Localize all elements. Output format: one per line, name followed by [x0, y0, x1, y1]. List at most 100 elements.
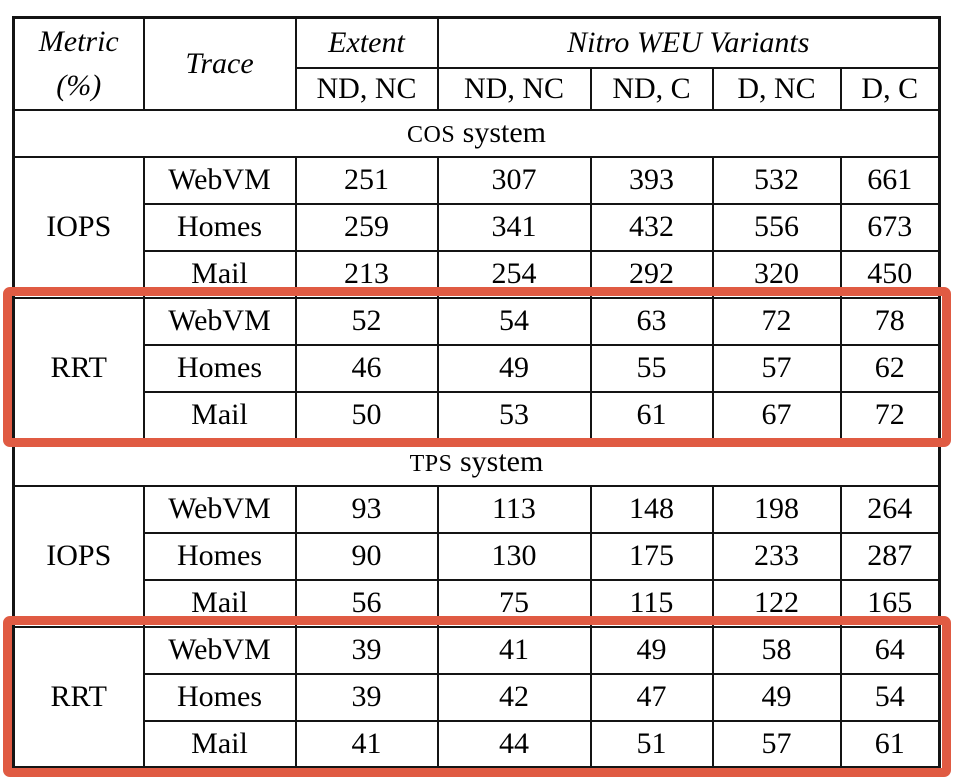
metric-unit: (%) — [56, 68, 102, 102]
table-row: Homes 46 49 55 57 62 — [14, 343, 941, 393]
trace-cell: Mail — [142, 578, 297, 628]
subcol-header-variant-0: ND, NC — [436, 66, 592, 111]
value-cell: 175 — [589, 531, 714, 581]
trace-cell: Mail — [142, 390, 297, 440]
value-cell: 393 — [589, 155, 714, 205]
value-cell: 673 — [839, 202, 941, 252]
value-cell: 532 — [711, 155, 842, 205]
table-row: Homes 259 341 432 556 673 — [14, 202, 941, 252]
value-cell: 115 — [589, 578, 714, 628]
value-cell: 41 — [294, 719, 439, 769]
trace-cell: Homes — [142, 672, 297, 722]
value-cell: 67 — [711, 390, 842, 440]
section-header-tps: TPS system — [12, 437, 941, 487]
subcol-header-extent: ND, NC — [294, 66, 439, 111]
results-table: Metric (%) Trace Extent Nitro WEU Varian… — [12, 16, 941, 769]
table-row: IOPS WebVM 93 113 148 198 264 — [12, 484, 941, 628]
table-row: RRT WebVM 39 41 49 58 64 — [12, 625, 941, 769]
table-row: Homes 39 42 47 49 54 — [14, 672, 941, 722]
value-cell: 233 — [711, 531, 842, 581]
trace-cell: WebVM — [142, 625, 297, 675]
trace-cell: WebVM — [142, 155, 297, 205]
value-cell: 72 — [711, 296, 842, 346]
metric-label: Metric — [38, 25, 119, 59]
value-cell: 93 — [294, 484, 439, 534]
trace-cell: Homes — [142, 531, 297, 581]
section-header-cos: COS system — [12, 108, 941, 158]
subcol-header-variant-2: D, NC — [711, 66, 842, 111]
metric-cell-tps-rrt: RRT — [12, 625, 145, 769]
table-row: IOPS WebVM 251 307 393 532 661 — [12, 155, 941, 299]
section-name-caps: COS — [406, 122, 456, 148]
value-cell: 53 — [436, 390, 592, 440]
col-header-metric: Metric (%) — [12, 16, 145, 111]
value-cell: 287 — [839, 531, 941, 581]
value-cell: 58 — [711, 625, 842, 675]
table-row: Mail 41 44 51 57 61 — [14, 719, 941, 769]
trace-cell: Homes — [142, 202, 297, 252]
value-cell: 57 — [711, 719, 842, 769]
value-cell: 44 — [436, 719, 592, 769]
section-name-rest: system — [452, 445, 544, 478]
section-name-caps: TPS — [409, 451, 453, 477]
value-cell: 259 — [294, 202, 439, 252]
value-cell: 49 — [711, 672, 842, 722]
value-cell: 122 — [711, 578, 842, 628]
value-cell: 251 — [294, 155, 439, 205]
value-cell: 39 — [294, 625, 439, 675]
col-header-variants: Nitro WEU Variants — [436, 16, 941, 69]
value-cell: 63 — [589, 296, 714, 346]
value-cell: 661 — [839, 155, 941, 205]
trace-cell: WebVM — [142, 296, 297, 346]
metric-cell-tps-iops: IOPS — [12, 484, 145, 628]
col-header-extent: Extent — [294, 16, 439, 69]
value-cell: 49 — [589, 625, 714, 675]
value-cell: 130 — [436, 531, 592, 581]
trace-cell: WebVM — [142, 484, 297, 534]
trace-cell: Mail — [142, 249, 297, 299]
value-cell: 254 — [436, 249, 592, 299]
value-cell: 54 — [839, 672, 941, 722]
value-cell: 264 — [839, 484, 941, 534]
value-cell: 57 — [711, 343, 842, 393]
value-cell: 54 — [436, 296, 592, 346]
value-cell: 90 — [294, 531, 439, 581]
trace-cell: Homes — [142, 343, 297, 393]
subcol-header-variant-1: ND, C — [589, 66, 714, 111]
value-cell: 62 — [839, 343, 941, 393]
value-cell: 432 — [589, 202, 714, 252]
table-row: Homes 90 130 175 233 287 — [14, 531, 941, 581]
value-cell: 55 — [589, 343, 714, 393]
value-cell: 64 — [839, 625, 941, 675]
value-cell: 341 — [436, 202, 592, 252]
value-cell: 50 — [294, 390, 439, 440]
value-cell: 75 — [436, 578, 592, 628]
section-name-rest: system — [455, 116, 547, 149]
value-cell: 72 — [839, 390, 941, 440]
table-row: RRT WebVM 52 54 63 72 78 — [12, 296, 941, 440]
value-cell: 42 — [436, 672, 592, 722]
subcol-header-variant-3: D, C — [839, 66, 941, 111]
value-cell: 148 — [589, 484, 714, 534]
value-cell: 292 — [589, 249, 714, 299]
trace-cell: Mail — [142, 719, 297, 769]
value-cell: 39 — [294, 672, 439, 722]
value-cell: 41 — [436, 625, 592, 675]
value-cell: 56 — [294, 578, 439, 628]
value-cell: 78 — [839, 296, 941, 346]
table-row: Mail 56 75 115 122 165 — [14, 578, 941, 628]
value-cell: 61 — [839, 719, 941, 769]
value-cell: 320 — [711, 249, 842, 299]
table-row: Mail 50 53 61 67 72 — [14, 390, 941, 440]
metric-cell-cos-iops: IOPS — [12, 155, 145, 299]
value-cell: 113 — [436, 484, 592, 534]
value-cell: 213 — [294, 249, 439, 299]
value-cell: 52 — [294, 296, 439, 346]
metric-cell-cos-rrt: RRT — [12, 296, 145, 440]
table-row: Mail 213 254 292 320 450 — [14, 249, 941, 299]
value-cell: 165 — [839, 578, 941, 628]
value-cell: 450 — [839, 249, 941, 299]
col-header-trace: Trace — [142, 16, 297, 111]
value-cell: 198 — [711, 484, 842, 534]
